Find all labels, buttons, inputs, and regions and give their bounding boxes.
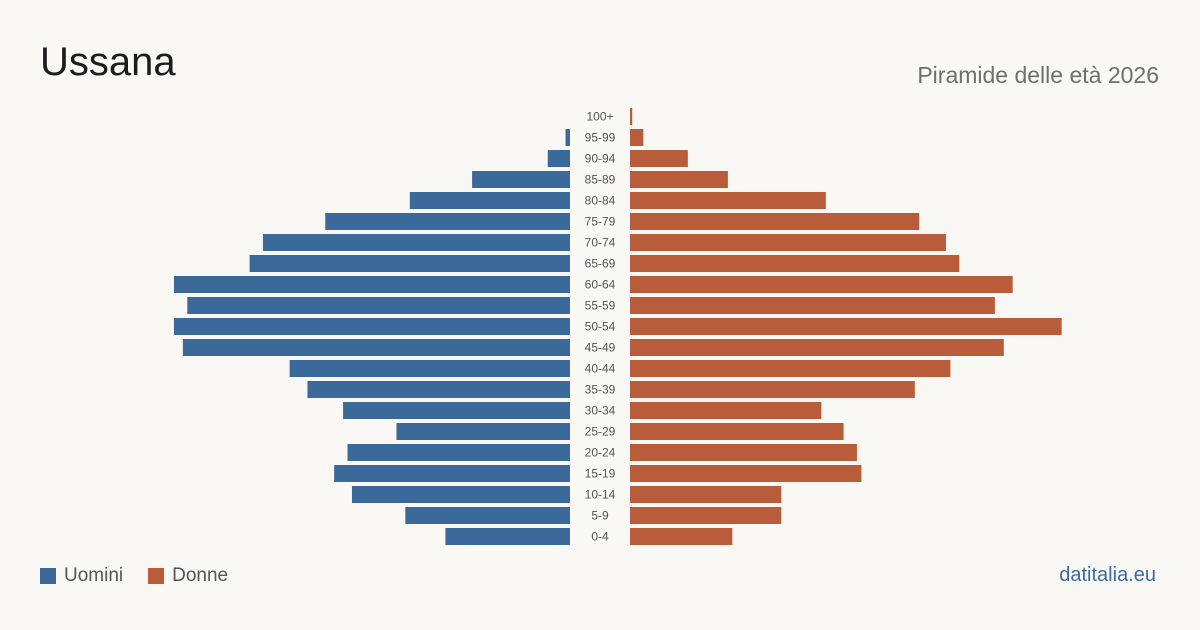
bar-men-85-89 bbox=[472, 171, 570, 188]
bar-women-50-54 bbox=[630, 318, 1062, 335]
bar-women-85-89 bbox=[630, 171, 728, 188]
age-group-label: 45-49 bbox=[585, 341, 616, 355]
bar-men-40-44 bbox=[289, 360, 570, 377]
age-group-label: 95-99 bbox=[585, 131, 616, 145]
bar-women-45-49 bbox=[630, 339, 1004, 356]
age-group-label: 40-44 bbox=[585, 362, 616, 376]
legend-item-men: Uomini bbox=[40, 565, 123, 587]
bar-women-60-64 bbox=[630, 276, 1013, 293]
age-group-label: 100+ bbox=[586, 110, 613, 124]
bar-men-35-39 bbox=[307, 381, 570, 398]
age-group-label: 50-54 bbox=[585, 320, 616, 334]
bar-women-70-74 bbox=[630, 234, 946, 251]
age-group-label: 85-89 bbox=[585, 173, 616, 187]
bar-men-30-34 bbox=[343, 402, 570, 419]
bar-men-95-99 bbox=[565, 129, 570, 146]
age-group-label: 70-74 bbox=[585, 236, 616, 250]
bar-women-55-59 bbox=[630, 297, 995, 314]
bar-men-90-94 bbox=[547, 150, 570, 167]
bar-men-25-29 bbox=[396, 423, 570, 440]
age-group-label: 60-64 bbox=[585, 278, 616, 292]
age-group-label: 30-34 bbox=[585, 404, 616, 418]
bar-men-0-4 bbox=[445, 528, 570, 545]
age-group-label: 10-14 bbox=[585, 488, 616, 502]
legend-swatch-women bbox=[148, 568, 165, 584]
bar-men-80-84 bbox=[409, 192, 570, 209]
bar-women-40-44 bbox=[630, 360, 951, 377]
bar-men-20-24 bbox=[347, 444, 570, 461]
bar-men-65-69 bbox=[249, 255, 570, 272]
bar-women-25-29 bbox=[630, 423, 844, 440]
age-group-label: 15-19 bbox=[585, 467, 616, 481]
bar-women-100+ bbox=[630, 108, 633, 125]
bar-women-90-94 bbox=[630, 150, 688, 167]
bar-women-5-9 bbox=[630, 507, 782, 524]
bar-women-35-39 bbox=[630, 381, 915, 398]
age-group-label: 35-39 bbox=[585, 383, 616, 397]
bar-men-60-64 bbox=[173, 276, 570, 293]
age-group-label: 55-59 bbox=[585, 299, 616, 313]
legend-item-women: Donne bbox=[148, 565, 228, 587]
age-group-label: 0-4 bbox=[591, 530, 609, 544]
age-group-label: 90-94 bbox=[585, 152, 616, 166]
bar-women-15-19 bbox=[630, 465, 862, 482]
page-title: Ussana bbox=[40, 40, 176, 84]
bar-women-10-14 bbox=[630, 486, 782, 503]
bar-men-5-9 bbox=[405, 507, 570, 524]
bar-women-65-69 bbox=[630, 255, 960, 272]
bar-women-75-79 bbox=[630, 213, 920, 230]
bar-men-50-54 bbox=[173, 318, 570, 335]
chart-subtitle: Piramide delle età 2026 bbox=[917, 62, 1159, 88]
bar-women-30-34 bbox=[630, 402, 822, 419]
legend-swatch-men bbox=[40, 568, 56, 584]
age-group-label: 20-24 bbox=[585, 446, 616, 460]
legend-label-women: Donne bbox=[172, 565, 229, 586]
bar-men-15-19 bbox=[334, 465, 570, 482]
age-group-label: 65-69 bbox=[585, 257, 616, 271]
bar-men-55-59 bbox=[187, 297, 571, 314]
bar-men-75-79 bbox=[325, 213, 570, 230]
age-group-label: 5-9 bbox=[591, 509, 609, 523]
age-group-label: 25-29 bbox=[585, 425, 616, 439]
bar-women-0-4 bbox=[630, 528, 733, 545]
site-brand-link[interactable]: datitalia.eu bbox=[1059, 564, 1156, 586]
age-group-label: 80-84 bbox=[585, 194, 616, 208]
bar-women-95-99 bbox=[630, 129, 644, 146]
bar-men-70-74 bbox=[262, 234, 570, 251]
bar-men-10-14 bbox=[351, 486, 570, 503]
age-group-label: 75-79 bbox=[585, 215, 616, 229]
bar-men-45-49 bbox=[182, 339, 570, 356]
chart-legend: Uomini Donne bbox=[40, 565, 253, 587]
bar-women-20-24 bbox=[630, 444, 857, 461]
legend-label-men: Uomini bbox=[64, 565, 124, 586]
bar-women-80-84 bbox=[630, 192, 826, 209]
